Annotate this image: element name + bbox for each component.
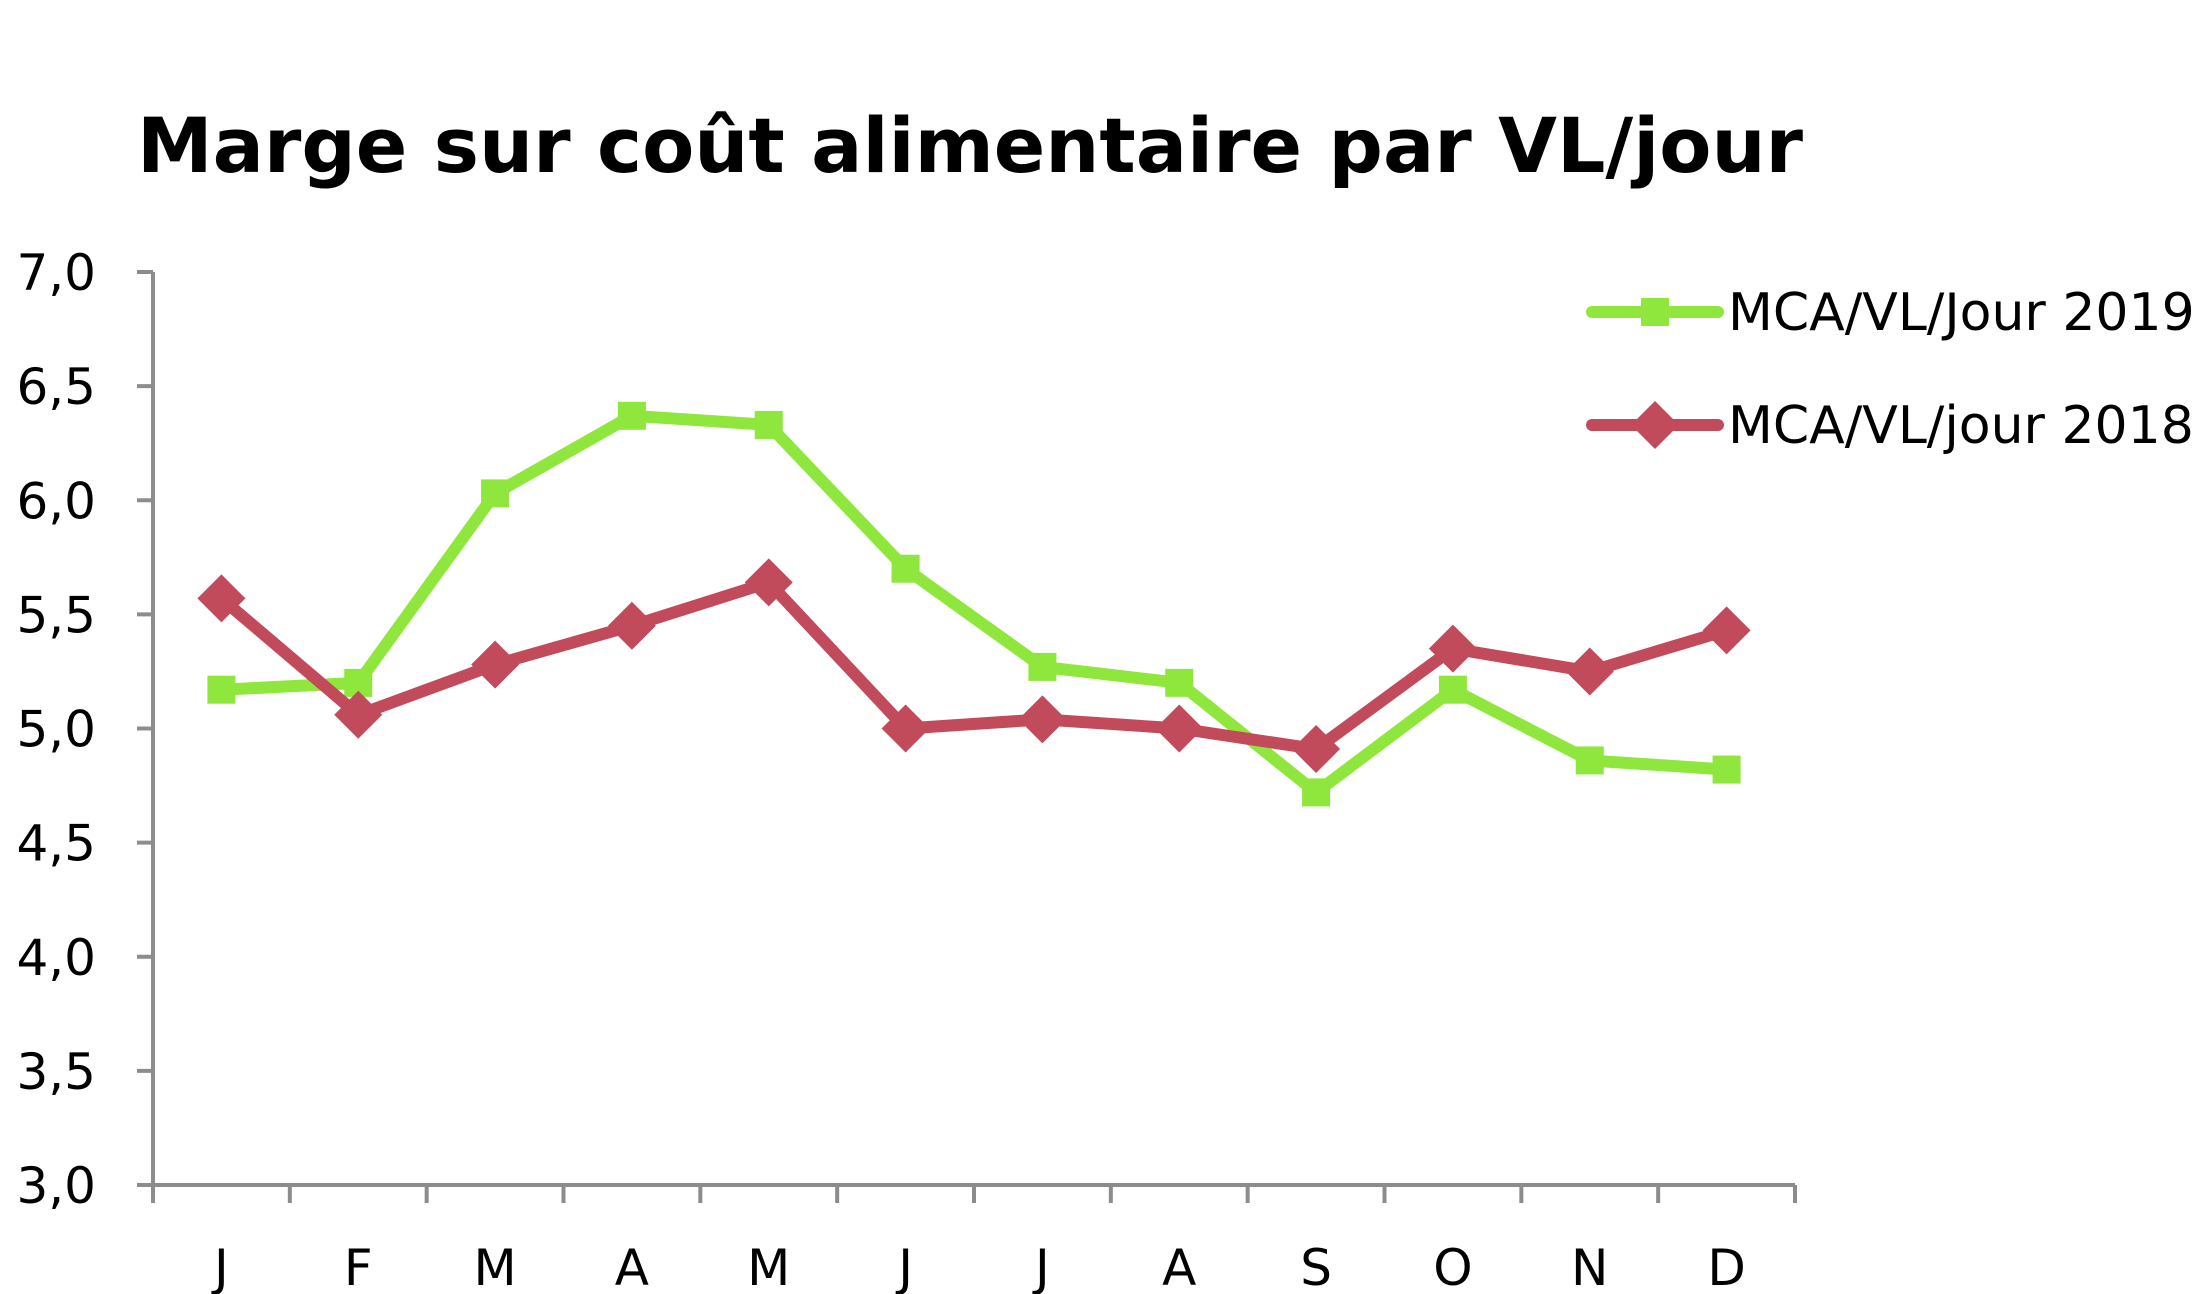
data-point	[1575, 746, 1604, 775]
x-tick-label: A	[1162, 1239, 1196, 1294]
data-point	[207, 675, 236, 704]
data-point	[1302, 778, 1331, 807]
data-point	[1155, 704, 1204, 753]
data-point	[617, 401, 646, 430]
data-point	[1028, 652, 1057, 681]
legend-item: MCA/VL/jour 2018	[1586, 396, 2194, 456]
y-tick-label: 6,0	[16, 472, 96, 530]
data-point	[197, 574, 246, 623]
y-tick-label: 4,0	[16, 929, 96, 987]
series-0	[207, 401, 1741, 807]
data-point	[754, 410, 783, 439]
y-tick-label: 5,5	[16, 586, 96, 644]
data-point	[1438, 675, 1467, 704]
y-tick-label: 6,5	[16, 358, 96, 416]
x-tick-label: O	[1433, 1239, 1472, 1294]
data-point	[891, 554, 920, 583]
y-tick-label: 7,0	[16, 244, 96, 302]
legend: MCA/VL/Jour 2019 MCA/VL/jour 2018	[1586, 283, 2195, 456]
legend-item: MCA/VL/Jour 2019	[1586, 283, 2195, 343]
x-tick-label: S	[1300, 1239, 1332, 1294]
series-layer	[197, 401, 1751, 807]
x-tick-label: M	[747, 1239, 790, 1294]
y-tick-label: 3,0	[16, 1157, 96, 1215]
data-point	[1565, 647, 1614, 696]
series-line	[215, 409, 1733, 799]
legend-label: MCA/VL/jour 2018	[1728, 396, 2194, 456]
x-tick-label: M	[474, 1239, 517, 1294]
data-point	[744, 558, 793, 607]
legend-label: MCA/VL/Jour 2019	[1728, 283, 2195, 343]
x-tick-label: A	[615, 1239, 649, 1294]
x-tick-label: J	[211, 1239, 229, 1294]
x-tick-label: J	[895, 1239, 913, 1294]
x-tick-label: D	[1707, 1239, 1746, 1294]
series-line	[215, 576, 1733, 756]
legend-marker	[1631, 401, 1679, 449]
x-tick-label: N	[1571, 1239, 1608, 1294]
data-point	[1428, 624, 1477, 673]
data-point	[1292, 725, 1341, 774]
legend-marker	[1641, 298, 1669, 326]
series-1	[197, 558, 1751, 774]
data-point	[1702, 606, 1751, 655]
data-point	[1018, 695, 1067, 744]
y-tick-label: 3,5	[16, 1043, 96, 1101]
data-point	[1712, 755, 1741, 784]
x-tick-label: J	[1032, 1239, 1050, 1294]
data-point	[607, 601, 656, 650]
data-point	[881, 704, 930, 753]
x-tick-label: F	[344, 1239, 373, 1294]
chart-title: Marge sur coût alimentaire par VL/jour	[137, 101, 1804, 190]
data-point	[334, 690, 383, 739]
data-point	[1165, 668, 1194, 697]
y-tick-label: 4,5	[16, 815, 96, 873]
axes: 3,0 3,5 4,0 4,5 5,0 5,5 6,0 6,5 7,0 J F M A M J J A S O N D	[16, 244, 1797, 1294]
y-tick-label: 5,0	[16, 701, 96, 759]
data-point	[471, 640, 520, 689]
data-point	[481, 479, 510, 508]
